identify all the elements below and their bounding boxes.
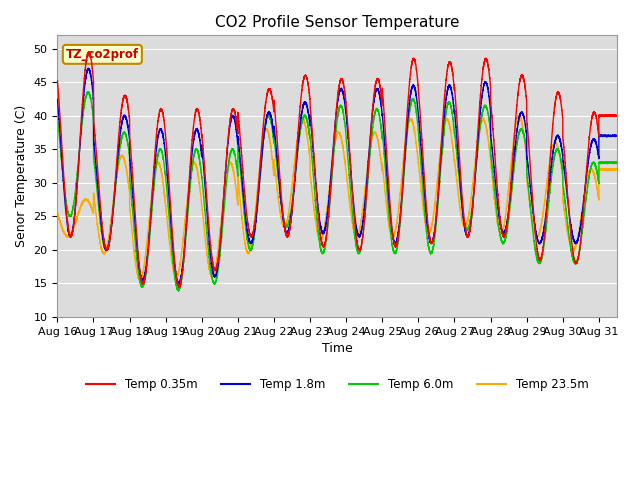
X-axis label: Time: Time: [322, 342, 353, 355]
Y-axis label: Senor Temperature (C): Senor Temperature (C): [15, 105, 28, 247]
Text: TZ_co2prof: TZ_co2prof: [66, 48, 139, 61]
Title: CO2 Profile Sensor Temperature: CO2 Profile Sensor Temperature: [215, 15, 460, 30]
Legend: Temp 0.35m, Temp 1.8m, Temp 6.0m, Temp 23.5m: Temp 0.35m, Temp 1.8m, Temp 6.0m, Temp 2…: [81, 373, 593, 396]
